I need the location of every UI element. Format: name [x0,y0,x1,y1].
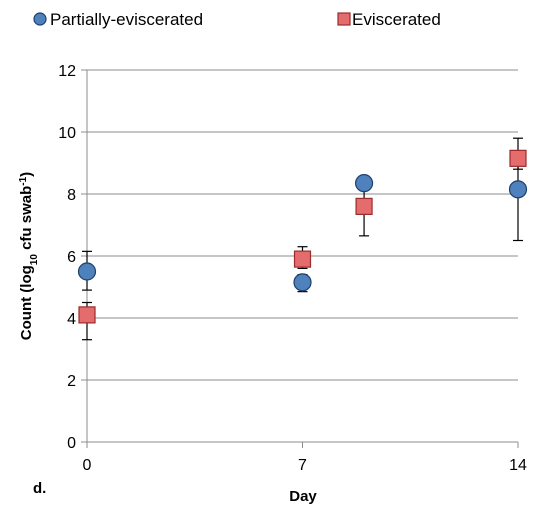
legend-item-eviscerated: Eviscerated [337,10,441,29]
x-tick-label-7: 7 [298,457,307,474]
y-axis-title: Count (log10 cfu swab-1) [18,172,40,340]
marker-partially-eviscerated-day-7 [293,273,312,292]
marker-partially-eviscerated-day-9 [354,174,374,193]
marker-eviscerated-day-7 [293,250,312,268]
x-tick-label-0: 0 [83,457,92,474]
legend-item-partially-eviscerated: Partially-eviscerated [33,10,203,29]
y-tick-label-4: 4 [67,311,76,328]
legend-marker-square [337,12,351,26]
marker-eviscerated-day-14 [509,149,527,167]
y-tick-label-6: 6 [67,249,76,266]
legend-marker-circle [33,12,47,26]
y-tick-label-10: 10 [58,125,76,142]
marker-eviscerated-day-9 [355,197,373,215]
x-axis-title: Day [289,488,317,505]
legend-label-partially-eviscerated: Partially-eviscerated [50,10,203,29]
y-tick-label-2: 2 [67,373,76,390]
panel-label: d. [33,480,46,497]
y-tick-label-8: 8 [67,187,76,204]
marker-eviscerated-day-0 [78,306,96,324]
gridlines [87,69,518,381]
y-tick-label-0: 0 [67,435,76,452]
y-tick-labels: 0 2 4 6 8 10 12 [58,63,76,452]
marker-partially-eviscerated-day-14 [508,180,528,199]
legend-label-eviscerated: Eviscerated [352,10,441,29]
data-markers [77,149,528,324]
y-tick-label-12: 12 [58,63,76,80]
error-bars [82,137,523,341]
x-tick-labels: 0 7 14 [83,457,527,474]
legend: Partially-eviscerated Eviscerated [33,10,441,29]
x-tick-label-14: 14 [509,457,527,474]
marker-partially-eviscerated-day-0 [77,262,97,281]
